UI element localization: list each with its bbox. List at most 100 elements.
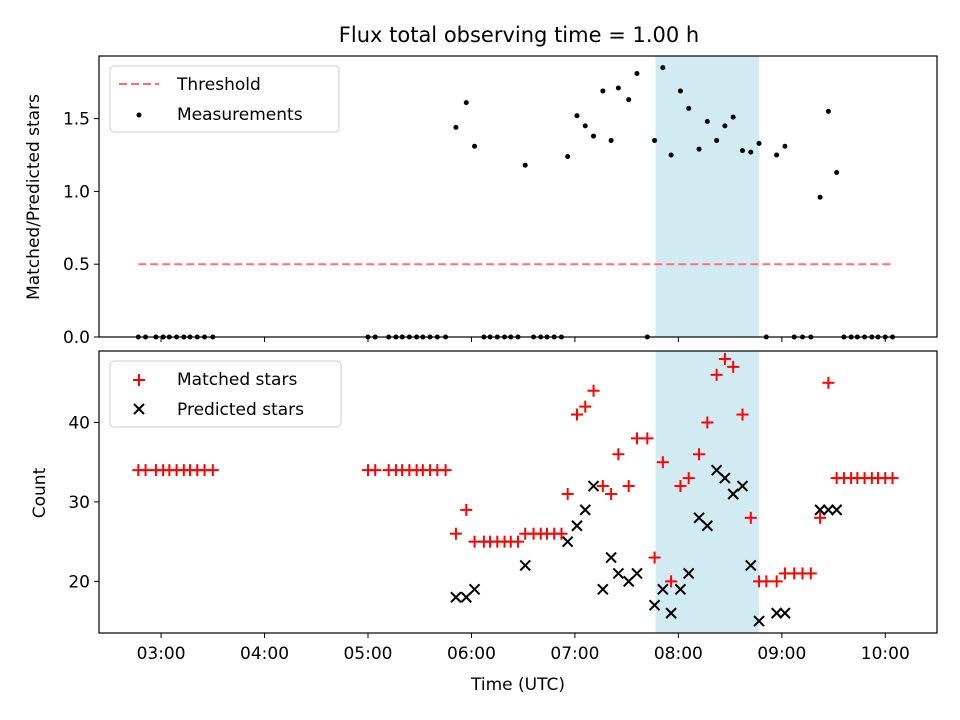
threshold-legend-label: Threshold [176, 75, 261, 95]
x-axis-label: Time (UTC) [470, 675, 565, 695]
predicted-star-point [612, 567, 625, 580]
predicted-star-point [822, 504, 835, 516]
top-highlight-span [655, 56, 760, 337]
bottom-xtick-label: 03:00 [137, 644, 186, 664]
bottom-xtick-label: 08:00 [654, 644, 703, 664]
predicted-star-point [468, 583, 481, 596]
matched-star-point [886, 472, 899, 485]
predicted-star-point [587, 480, 600, 492]
measurement-point [608, 137, 614, 143]
predicted-legend-label: Predicted stars [177, 400, 304, 420]
predicted-star-point [579, 504, 591, 516]
measurement-point [704, 119, 710, 125]
predicted-star-point [648, 599, 661, 611]
measurement-point [463, 100, 469, 106]
bottom-ytick-label: 30 [68, 493, 90, 513]
measurements-legend-label: Measurements [177, 105, 303, 125]
measurement-point [825, 108, 831, 114]
matched-star-point [561, 487, 574, 500]
matched-star-point [693, 448, 706, 461]
predicted-star-point [830, 504, 843, 516]
top-ytick-label: 1.5 [63, 110, 90, 130]
matched-star-point [736, 408, 749, 421]
matched-star-point [570, 408, 583, 421]
measurement-point [722, 123, 728, 129]
top-legend: Threshold Measurements [109, 65, 340, 133]
matched-star-point [770, 575, 783, 588]
predicted-star-point [701, 520, 714, 532]
predicted-star-point [605, 551, 617, 564]
matched-star-point [596, 480, 609, 493]
bottom-highlight-span [655, 351, 760, 633]
matched-star-point [587, 384, 600, 397]
matched-star-point [648, 551, 661, 564]
measurement-point [634, 70, 640, 76]
predicted-star-point [450, 591, 462, 603]
predicted-star-point [597, 583, 609, 596]
measurements-legend-swatch [136, 112, 142, 118]
measurement-point [714, 137, 720, 143]
bottom-ytick-label: 40 [68, 413, 90, 433]
predicted-star-point [519, 559, 531, 572]
bottom-y-axis-label: Count [30, 467, 50, 518]
matched-star-point [718, 352, 731, 365]
matched-star-point [744, 511, 757, 524]
measurement-point [740, 148, 746, 154]
matched-star-point [701, 416, 714, 429]
predicted-star-point [682, 567, 695, 580]
measurement-point [817, 194, 823, 200]
top-ytick-label: 0.5 [63, 255, 90, 275]
measurement-point [660, 65, 666, 71]
bottom-xtick-label: 10:00 [861, 644, 910, 664]
measurement-point [574, 113, 580, 119]
predicted-star-point [736, 480, 749, 492]
predicted-star-point [571, 520, 583, 532]
measurement-point [591, 133, 597, 139]
bottom-ytick-label: 20 [68, 572, 90, 592]
matched-star-point [674, 480, 687, 493]
predicted-legend-swatch [133, 403, 145, 415]
matched-star-point [439, 464, 452, 477]
matched-star-point [727, 360, 740, 373]
predicted-star-point [561, 535, 574, 548]
bottom-xtick-label: 05:00 [343, 644, 392, 664]
bottom-legend: Matched stars Predicted stars [109, 360, 342, 428]
matched-star-point [641, 432, 654, 445]
measurement-point [668, 152, 674, 158]
bottom-xtick-label: 04:00 [240, 644, 289, 664]
predicted-star-point [665, 607, 677, 619]
predicted-star-point [814, 504, 826, 516]
measurement-point [600, 88, 606, 94]
bottom-legend-box [109, 360, 342, 428]
matched-star-point [656, 456, 669, 469]
measurement-point [626, 97, 632, 103]
top-panel: 0.0 0.5 1.0 1.5 Matched/Predicted stars Thr… [24, 55, 938, 348]
measurement-point [472, 143, 478, 149]
predicted-star-point [753, 615, 765, 627]
measurement-point [677, 88, 683, 94]
top-legend-box [109, 65, 340, 133]
matched-star-point [804, 567, 817, 580]
matched-star-point [622, 480, 635, 493]
chart-title: Flux total observing time = 1.00 h [339, 23, 699, 47]
matched-star-point [579, 400, 592, 413]
matched-star-point [822, 376, 835, 389]
measurement-point [834, 169, 840, 175]
matched-star-point [512, 535, 524, 548]
measurement-point [565, 153, 571, 159]
measurement-point [582, 123, 588, 129]
bottom-xtick-label: 07:00 [550, 644, 599, 664]
measurement-point [453, 124, 459, 130]
matched-star-point [682, 472, 695, 485]
matched-star-point [449, 527, 462, 540]
measurement-point [782, 143, 788, 149]
matched-star-point [206, 464, 219, 477]
predicted-star-point [770, 607, 783, 619]
predicted-star-point [631, 567, 643, 580]
matched-star-point [139, 464, 152, 477]
predicted-star-point [779, 607, 791, 619]
predicted-star-point [727, 488, 739, 500]
top-y-axis-label: Matched/Predicted stars [24, 94, 44, 300]
top-plot-frame [98, 55, 938, 338]
